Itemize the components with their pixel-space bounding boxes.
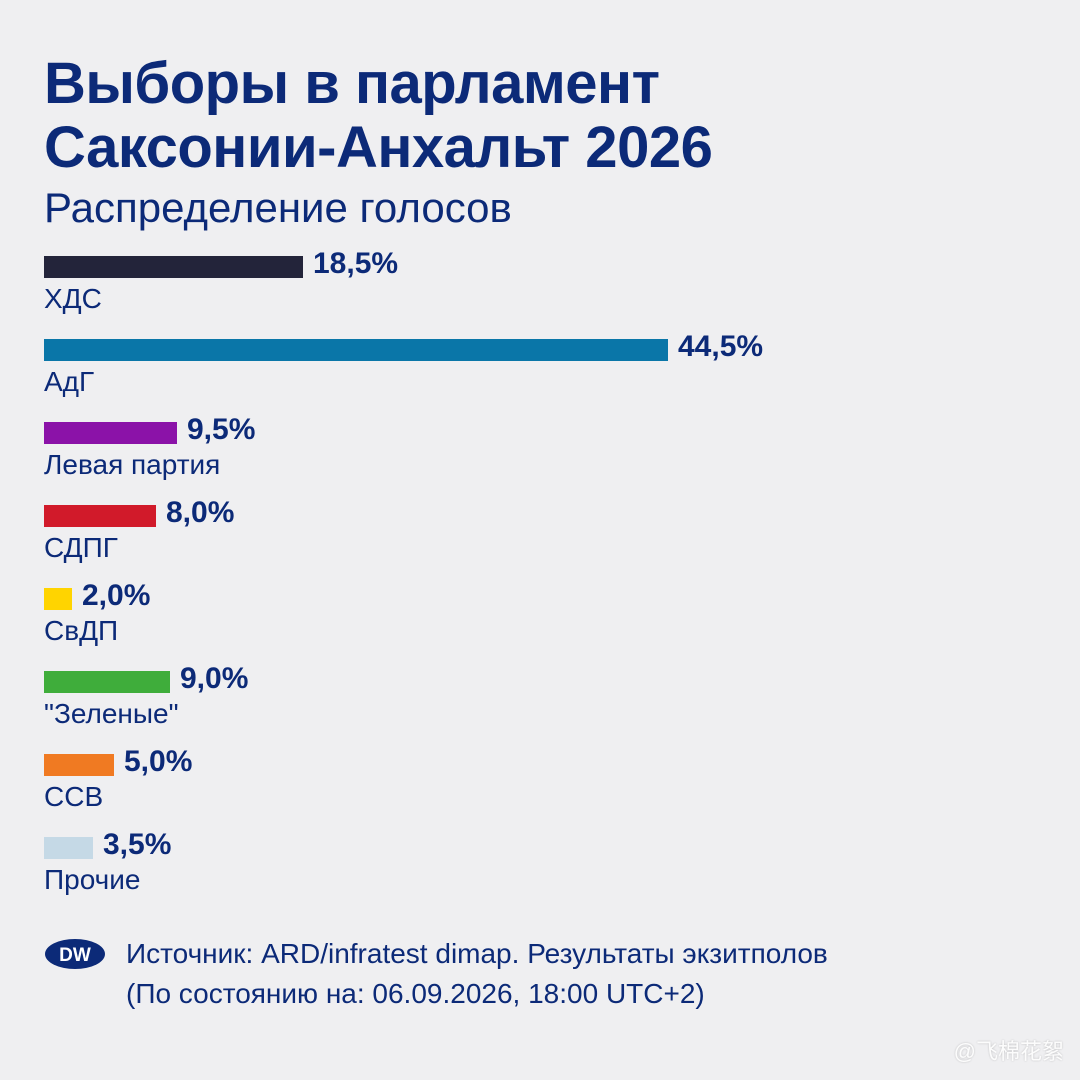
bar (44, 754, 114, 776)
bar-value-label: 9,0% (180, 662, 249, 695)
bar (44, 588, 72, 610)
bar (44, 505, 156, 527)
bar-value-label: 8,0% (166, 496, 235, 529)
bar-row: 9,0% "Зеленые" (44, 662, 1004, 739)
bar (44, 422, 177, 444)
bar-row: 18,5% ХДС (44, 247, 1004, 324)
bar-category-label: СДПГ (44, 532, 118, 563)
bar-row: 3,5% Прочие (44, 828, 1004, 905)
chart-title: Выборы в парламент Саксонии-Анхальт 2026 (44, 52, 1044, 180)
bar-row: 9,5% Левая партия (44, 413, 1004, 490)
bar (44, 671, 170, 693)
bar-row: 5,0% ССВ (44, 745, 1004, 822)
chart-subtitle: Распределение голосов (44, 184, 512, 231)
watermark: @飞棉花絮 (953, 1039, 1064, 1064)
bar-category-label: СвДП (44, 615, 119, 646)
bar-value-label: 18,5% (313, 247, 399, 280)
dw-logo-text: DW (59, 945, 91, 966)
source-line-2: (По состоянию на: 06.09.2026, 18:00 UTC+… (126, 978, 705, 1009)
dw-logo-icon: DW (45, 939, 105, 969)
source-line-1: Источник: ARD/infratest dimap. Результат… (126, 938, 828, 969)
bar (44, 837, 93, 859)
bar-value-label: 2,0% (82, 579, 151, 612)
bar-value-label: 9,5% (187, 413, 256, 446)
title-line-1: Выборы в парламент (44, 51, 660, 116)
bar-category-label: "Зеленые" (44, 698, 179, 729)
bar-value-label: 3,5% (103, 828, 172, 861)
bar (44, 256, 303, 278)
bar (44, 339, 668, 361)
bar-category-label: ХДС (44, 283, 102, 314)
bar-category-label: Левая партия (44, 449, 221, 480)
bar-row: 44,5% АдГ (44, 330, 1004, 407)
bar-category-label: АдГ (44, 366, 95, 397)
source-note: Источник: ARD/infratest dimap. Результат… (126, 934, 1066, 1014)
bar-row: 8,0% СДПГ (44, 496, 1004, 573)
bar-category-label: ССВ (44, 781, 104, 812)
bar-row: 2,0% СвДП (44, 579, 1004, 656)
bar-value-label: 5,0% (124, 745, 193, 778)
title-line-2: Саксонии-Анхальт 2026 (44, 115, 713, 180)
bar-category-label: Прочие (44, 864, 141, 895)
bar-value-label: 44,5% (678, 330, 764, 363)
